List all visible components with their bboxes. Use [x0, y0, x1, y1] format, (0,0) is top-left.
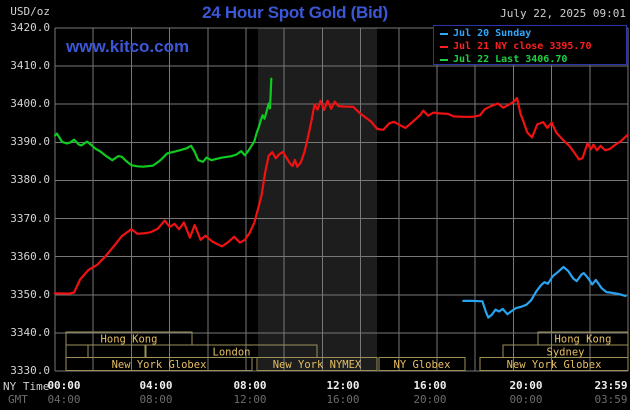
- y-axis-tick: 3400.0: [10, 97, 50, 111]
- x-axis-tick-ny: 08:00: [233, 379, 267, 392]
- x-axis-tick-gmt: 12:00: [233, 393, 267, 406]
- x-axis-tick-gmt: 04:00: [47, 393, 81, 406]
- y-axis-tick: 3420.0: [10, 21, 50, 34]
- session-box-segment: [65, 344, 89, 359]
- chart-timestamp: July 22, 2025 09:01: [500, 7, 626, 20]
- y-axis-tick: 3330.0: [10, 364, 50, 377]
- ny-time-axis-caption: NY Time: [3, 380, 50, 393]
- x-axis-tick-gmt: 00:00: [509, 393, 543, 406]
- legend-marker-icon: [440, 32, 448, 35]
- legend-item-label: Jul 21 NY close 3395.70: [453, 41, 592, 52]
- series-line-jul-21: [53, 97, 629, 295]
- session-label: London: [213, 346, 251, 358]
- page-title: 24 Hour Spot Gold (Bid): [202, 3, 388, 22]
- legend: Jul 20 Sunday Jul 21 NY close 3395.70 Jul …: [433, 25, 627, 65]
- session-label: Hong Kong: [555, 334, 612, 346]
- x-axis-tick-gmt: 16:00: [326, 393, 360, 406]
- x-axis-tick-gmt: 08:00: [139, 393, 173, 406]
- highlight-band: [258, 28, 377, 371]
- session-box-ny-globex: [378, 357, 466, 371]
- session-label: NY Globex: [394, 359, 451, 371]
- y-axis-tick: 3340.0: [10, 325, 50, 339]
- legend-item: Jul 20 Sunday: [440, 27, 626, 40]
- session-label: New York Globex: [507, 359, 602, 371]
- session-box-segment: [87, 344, 146, 359]
- legend-item-label: Jul 22 Last 3406.70: [453, 54, 568, 65]
- x-axis-tick-gmt: 20:00: [413, 393, 447, 406]
- series-line-jul-22: [53, 77, 273, 168]
- y-axis-unit-label: USD/oz: [10, 5, 50, 18]
- y-axis-tick: 3370.0: [10, 211, 50, 225]
- x-axis-tick-ny: 12:00: [326, 379, 360, 392]
- x-axis-tick-ny: 00:00: [47, 379, 81, 392]
- kitco-watermark[interactable]: www.kitco.com: [66, 37, 190, 56]
- session-label: New York Globex: [112, 359, 207, 371]
- session-box-new-york-globex: [65, 357, 253, 371]
- price-series-lines: [53, 77, 629, 319]
- session-label: Hong Kong: [101, 334, 158, 346]
- legend-marker-icon: [440, 58, 448, 61]
- gmt-axis-caption: GMT: [8, 393, 28, 406]
- x-axis-tick-ny: 16:00: [413, 379, 447, 392]
- x-axis-tick-ny: 23:59: [594, 379, 628, 392]
- session-label: Sydney: [547, 346, 585, 358]
- chart-grid: [54, 27, 629, 372]
- session-box-new-york-globex: [479, 357, 629, 371]
- nymex-session-highlight-band: [258, 28, 377, 371]
- legend-marker-icon: [440, 45, 448, 48]
- legend-item-label: Jul 20 Sunday: [453, 28, 532, 39]
- y-axis-tick: 3390.0: [10, 135, 50, 149]
- y-axis-tick: 3360.0: [10, 249, 50, 263]
- y-axis-tick: 3380.0: [10, 173, 50, 187]
- session-label: New York NYMEX: [273, 359, 362, 371]
- session-box-new-york-nymex: [256, 357, 378, 371]
- y-axis-tick: 3410.0: [10, 59, 50, 73]
- y-axis-tick: 3350.0: [10, 287, 50, 301]
- legend-item: Jul 22 Last 3406.70: [440, 53, 626, 66]
- x-axis-tick-ny: 20:00: [509, 379, 543, 392]
- x-axis-tick-ny: 04:00: [139, 379, 173, 392]
- x-axis-tick-gmt: 03:59: [594, 393, 628, 406]
- legend-item: Jul 21 NY close 3395.70: [440, 40, 626, 53]
- series-line-jul-20-sunday: [462, 265, 627, 319]
